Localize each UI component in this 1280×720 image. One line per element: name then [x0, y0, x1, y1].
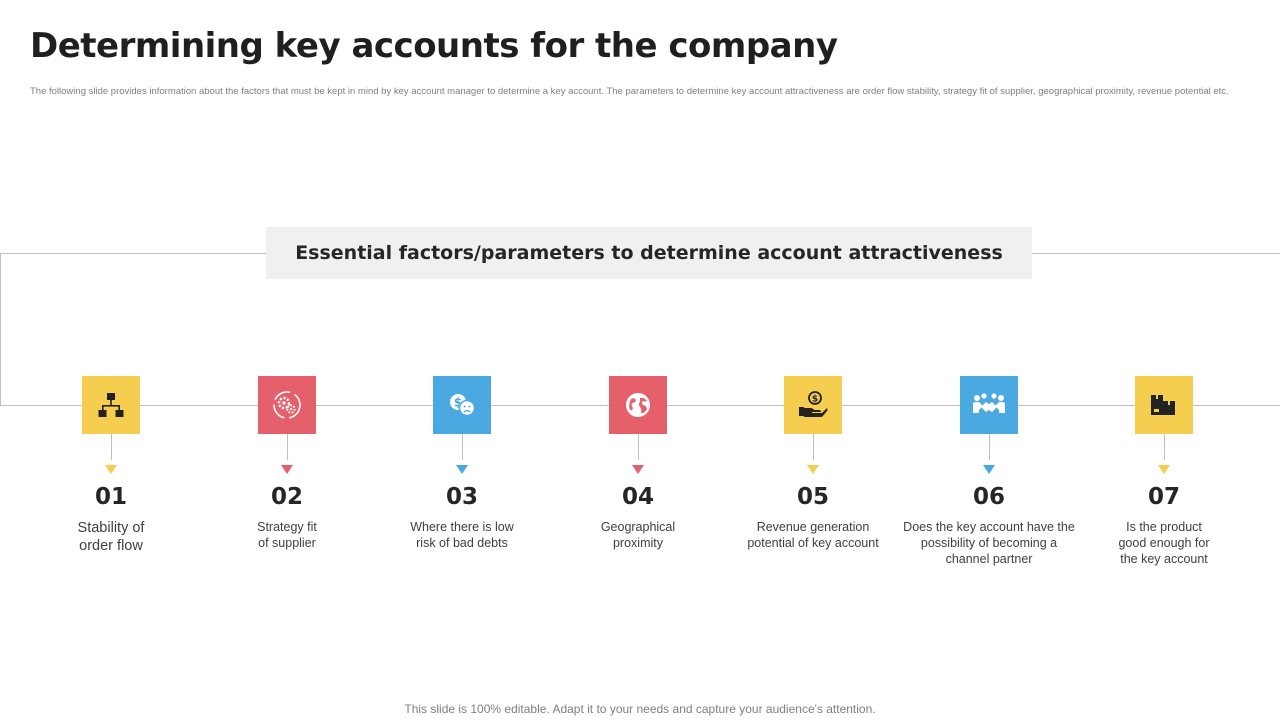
factor-icon-box	[960, 376, 1018, 434]
factor-icon-box	[1135, 376, 1193, 434]
factor-icon-box: $	[433, 376, 491, 434]
step-arrow	[1158, 465, 1170, 474]
gears-icon	[273, 391, 301, 419]
step-description: Geographical proximity	[600, 520, 676, 550]
step-connector	[110, 434, 112, 460]
factor-icon-box	[609, 376, 667, 434]
step-arrow	[807, 465, 819, 474]
page-title: Determining key accounts for the company	[30, 26, 838, 66]
connector-line-top-left	[0, 253, 266, 254]
step-description: Does the key account have the possibilit…	[903, 520, 1075, 566]
factors-header: Essential factors/parameters to determin…	[266, 227, 1032, 279]
step-arrow	[983, 465, 995, 474]
factor-icon-box	[258, 376, 316, 434]
factor-icon-box	[82, 376, 140, 434]
page-subtitle: The following slide provides information…	[30, 86, 1229, 97]
step-connector	[461, 434, 463, 460]
step-number: 05	[796, 484, 829, 510]
handshake-group-icon	[973, 393, 1005, 413]
svg-text:$: $	[454, 396, 462, 410]
step-number: 04	[621, 484, 654, 510]
step-arrow	[281, 465, 293, 474]
step-description: Strategy fit of supplier	[257, 520, 317, 550]
step-arrow	[456, 465, 468, 474]
step-number: 01	[94, 484, 127, 510]
step-connector	[286, 434, 288, 460]
step-description: Is the product good enough for the key a…	[1118, 520, 1210, 566]
step-number: 03	[445, 484, 478, 510]
step-arrow	[632, 465, 644, 474]
step-connector	[1163, 434, 1165, 460]
connector-line-left-vertical	[0, 253, 1, 405]
factor-icon-box: $	[784, 376, 842, 434]
coins-worry-icon: $	[450, 394, 476, 417]
product-boxes-icon	[1151, 395, 1175, 415]
connector-line-top-right	[1032, 253, 1280, 254]
hierarchy-icon	[98, 393, 124, 417]
step-arrow	[105, 465, 117, 474]
globe-icon	[626, 393, 650, 417]
svg-text:$: $	[812, 395, 818, 405]
step-number: 02	[270, 484, 303, 510]
footer-note: This slide is 100% editable. Adapt it to…	[404, 702, 876, 716]
step-description: Revenue generation potential of key acco…	[747, 520, 879, 550]
step-description: Where there is low risk of bad debts	[410, 520, 514, 550]
step-connector	[812, 434, 814, 460]
step-connector	[637, 434, 639, 460]
step-connector	[988, 434, 990, 460]
step-number: 06	[972, 484, 1005, 510]
hand-coin-icon: $	[799, 391, 828, 417]
step-number: 07	[1147, 484, 1180, 510]
step-description: Stability of order flow	[77, 520, 145, 554]
